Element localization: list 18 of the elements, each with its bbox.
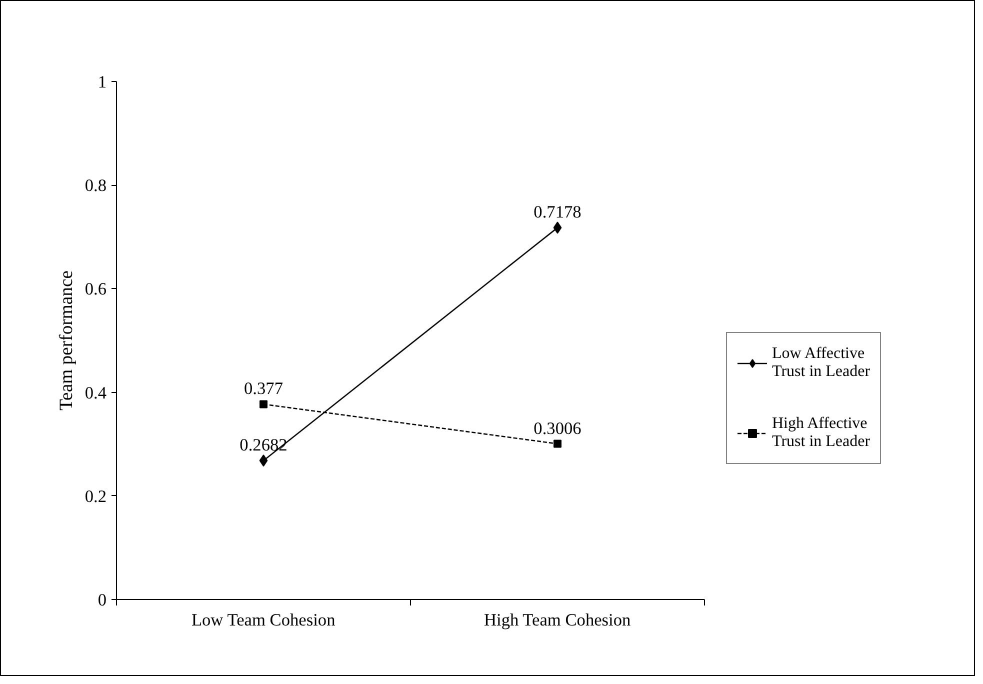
data-label: 0.3006 [534, 418, 582, 438]
x-tick-label: Low Team Cohesion [191, 610, 336, 630]
y-axis-title: Team performance [56, 270, 77, 411]
y-tick-label: 1 [98, 72, 107, 92]
y-tick-label: 0.2 [84, 486, 107, 506]
point [554, 440, 562, 448]
y-tick-label: 0.8 [84, 176, 107, 196]
point [260, 400, 268, 408]
legend-label: Low Affective Trust in Leader [772, 344, 870, 382]
point [553, 222, 562, 234]
x-tick-label: High Team Cohesion [484, 610, 632, 630]
y-tick-label: 0.4 [84, 383, 107, 402]
y-tick-label: 0 [98, 590, 107, 610]
legend-label: High Affective Trust in Leader [772, 414, 870, 452]
y-tick-label: 0.6 [84, 280, 107, 299]
data-label: 0.7178 [534, 202, 582, 222]
data-label: 0.377 [244, 379, 284, 398]
point [259, 454, 268, 467]
